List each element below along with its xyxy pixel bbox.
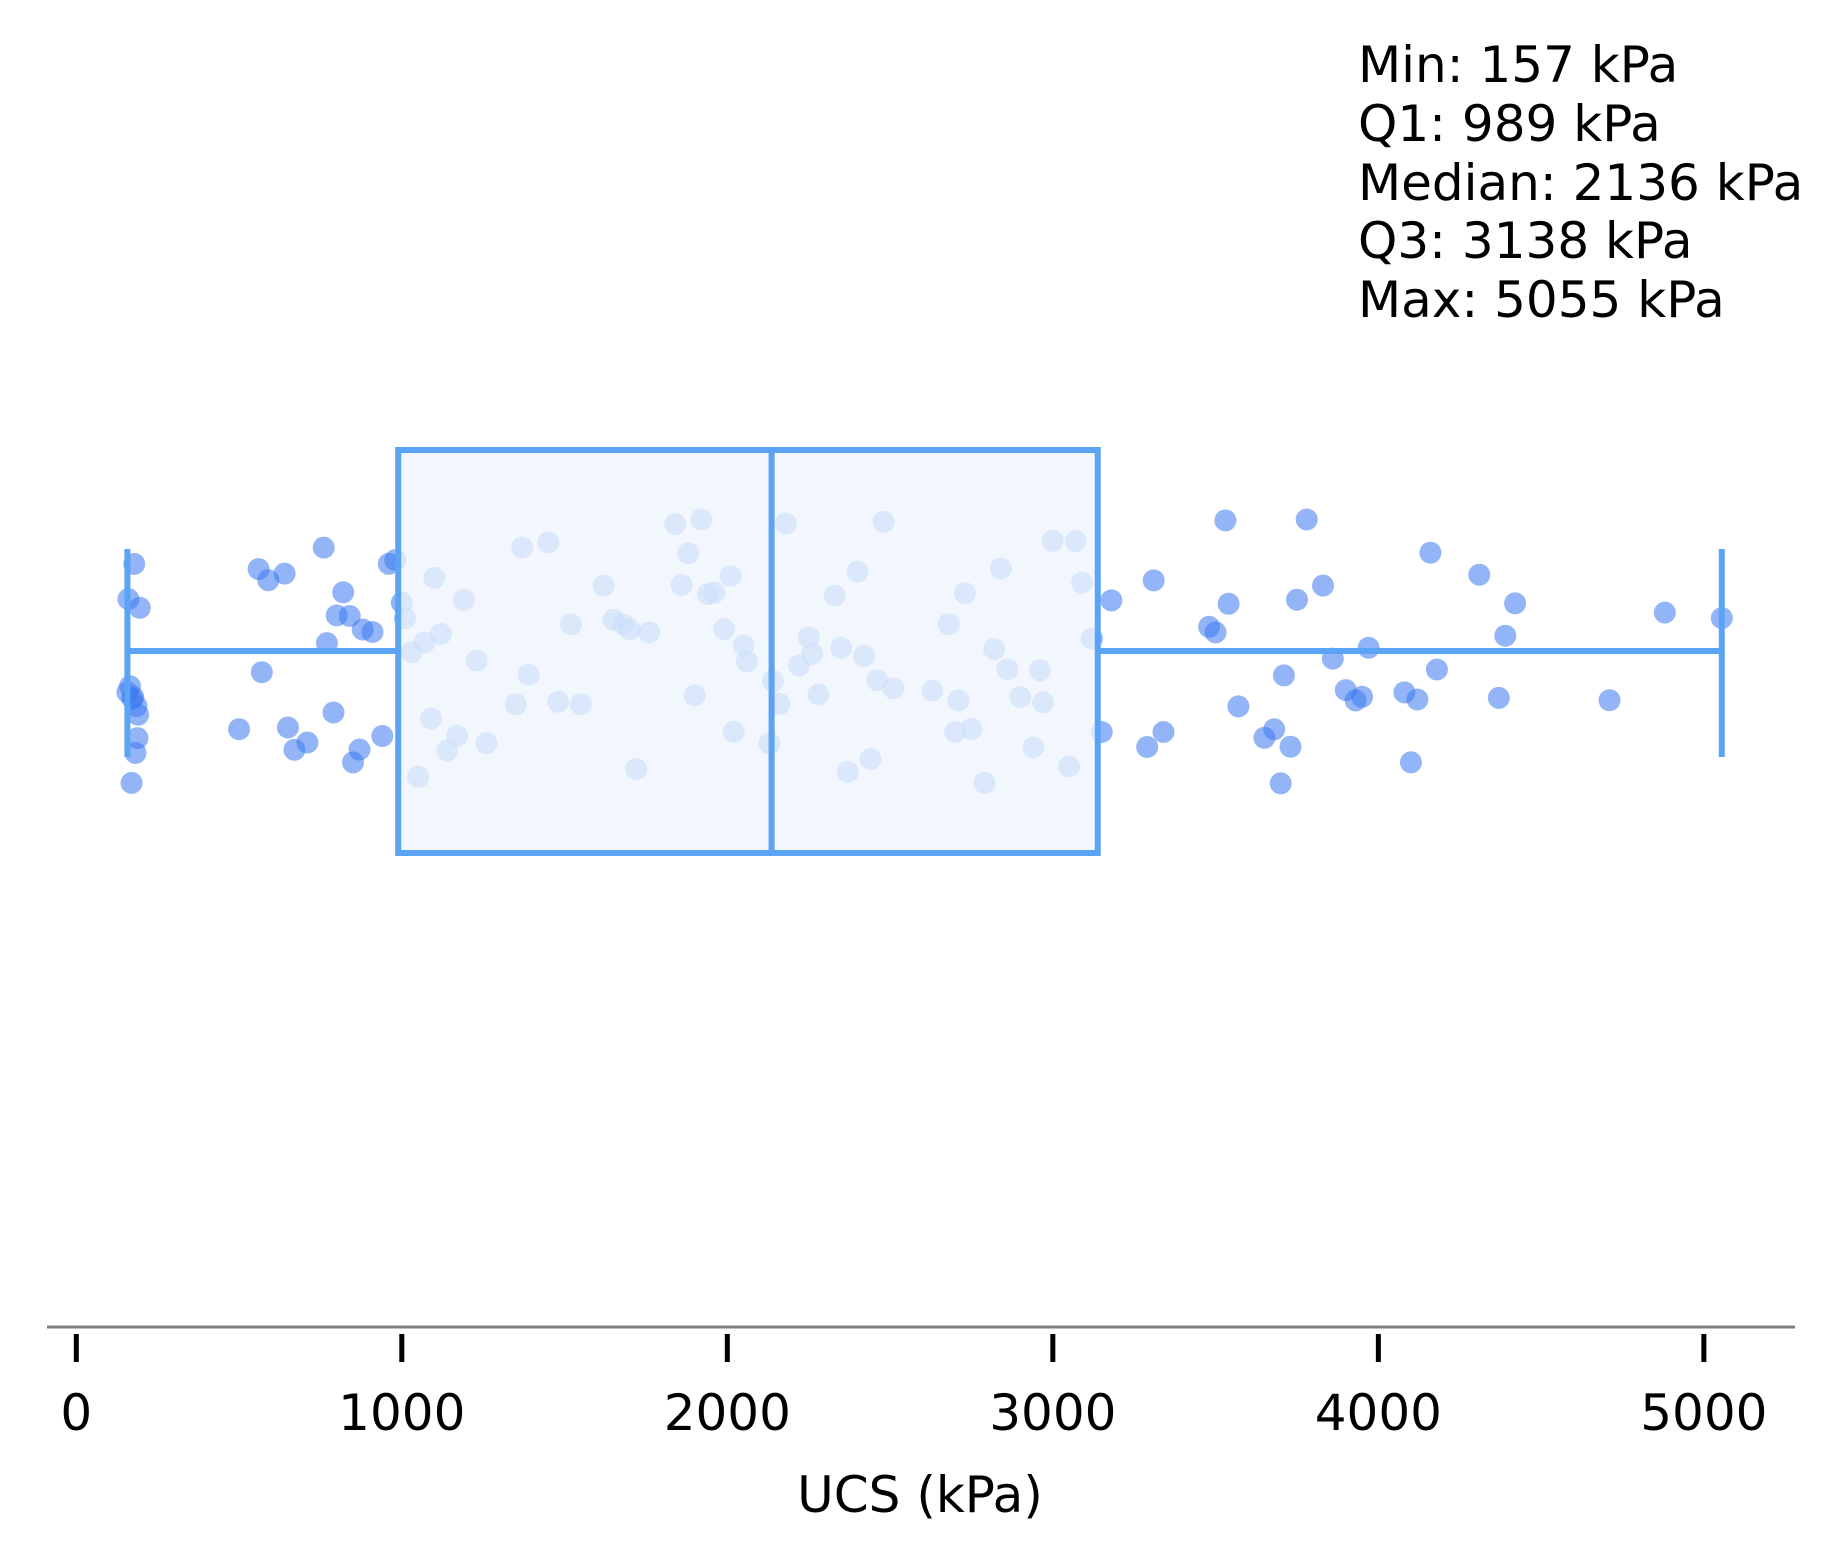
x-axis-title: UCS (kPa) xyxy=(797,1466,1043,1524)
data-point xyxy=(1279,735,1302,758)
data-point xyxy=(1100,589,1123,612)
data-point xyxy=(332,581,355,604)
iqr-box xyxy=(395,447,1101,856)
stat-q1-label: Q1: 989 kPa xyxy=(1358,95,1661,153)
data-point xyxy=(1357,636,1380,659)
data-point xyxy=(127,703,150,726)
data-point xyxy=(1204,621,1227,644)
data-point xyxy=(1468,563,1491,586)
box-and-whiskers xyxy=(124,447,1725,856)
data-point xyxy=(1504,592,1527,615)
data-point xyxy=(296,731,319,754)
data-point xyxy=(361,621,384,643)
data-point xyxy=(273,562,296,585)
data-point xyxy=(1136,736,1159,758)
data-point xyxy=(1214,509,1237,532)
data-point xyxy=(1263,718,1286,741)
data-point xyxy=(1217,592,1240,615)
data-point xyxy=(1494,624,1517,647)
data-point xyxy=(1425,658,1448,681)
x-tick-label: 3000 xyxy=(989,1384,1116,1442)
data-point xyxy=(228,718,251,741)
data-point xyxy=(1269,772,1292,795)
data-point xyxy=(1653,601,1676,624)
data-point xyxy=(1419,541,1442,564)
data-point xyxy=(126,727,149,750)
data-point xyxy=(1351,685,1374,708)
data-point xyxy=(371,725,394,747)
x-axis: 0 1000 2000 3000 4000 5000 xyxy=(47,1325,1795,1442)
summary-stats-annotation: Min: 157 kPa Q1: 989 kPa Median: 2136 kP… xyxy=(1358,36,1803,329)
data-point xyxy=(1227,695,1250,718)
data-point xyxy=(1152,721,1175,743)
x-tick-label: 1000 xyxy=(338,1384,465,1442)
data-point xyxy=(1312,574,1334,597)
data-point xyxy=(1406,688,1429,711)
data-point xyxy=(1272,664,1295,687)
data-point xyxy=(312,536,335,559)
data-point xyxy=(1399,751,1422,774)
data-point xyxy=(1286,588,1308,611)
stat-max-label: Max: 5055 kPa xyxy=(1358,271,1725,329)
stat-min-label: Min: 157 kPa xyxy=(1358,36,1678,94)
data-point xyxy=(128,596,151,619)
x-tick-label: 2000 xyxy=(664,1384,791,1442)
data-point xyxy=(348,738,371,761)
stat-median-label: Median: 2136 kPa xyxy=(1358,154,1803,212)
data-point xyxy=(1142,569,1165,592)
x-tick-label: 4000 xyxy=(1315,1384,1442,1442)
x-tick-label: 5000 xyxy=(1640,1384,1767,1442)
data-point xyxy=(1295,508,1318,531)
data-point xyxy=(322,701,345,724)
data-point xyxy=(276,716,299,739)
x-tick-label: 0 xyxy=(60,1384,92,1442)
data-point xyxy=(1598,689,1621,712)
data-point xyxy=(250,661,273,684)
stat-q3-label: Q3: 3138 kPa xyxy=(1358,212,1693,270)
data-point xyxy=(1487,686,1510,709)
data-point xyxy=(120,771,143,794)
